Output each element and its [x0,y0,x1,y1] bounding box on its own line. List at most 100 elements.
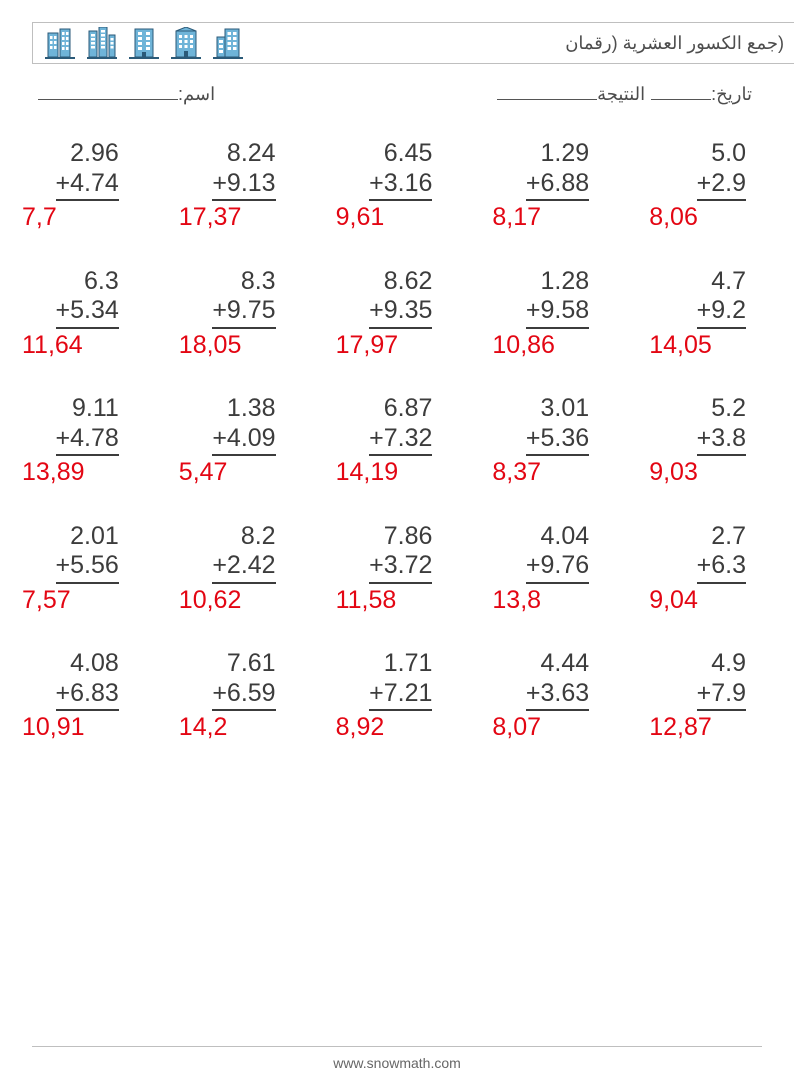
problem: 8.2+2.4210,62 [167,522,324,616]
addend-top: 4.08 [10,649,167,679]
answer: 9,03 [637,456,794,488]
addend-top: 1.28 [480,267,637,297]
footer-url: www.snowmath.com [0,1055,794,1071]
building-icon [213,27,243,59]
problem: 9.11+4.7813,89 [10,394,167,488]
addend-bottom: +9.13 [212,169,275,202]
addend-top: 8.24 [167,139,324,169]
addend-top: 9.11 [10,394,167,424]
addend-top: 7.61 [167,649,324,679]
answer: 13,8 [480,584,637,616]
addend-bottom: +5.56 [56,551,119,584]
problem: 2.01+5.567,57 [10,522,167,616]
addend-bottom: +3.72 [369,551,432,584]
answer: 7,7 [10,201,167,233]
answer: 17,37 [167,201,324,233]
date-field: تاريخ: [651,84,752,105]
icons-row [45,27,243,59]
answer: 14,05 [637,329,794,361]
problem: 4.7+9.214,05 [637,267,794,361]
problem: 8.3+9.7518,05 [167,267,324,361]
answer: 5,47 [167,456,324,488]
addend-bottom: +6.83 [56,679,119,712]
answer: 18,05 [167,329,324,361]
header-bar: (جمع الكسور العشرية (رقمان [32,22,794,64]
problem: 1.28+9.5810,86 [480,267,637,361]
addend-bottom: +3.16 [369,169,432,202]
name-field: اسم: [38,84,215,105]
addend-bottom: +5.36 [526,424,589,457]
addend-bottom: +6.3 [697,551,746,584]
answer: 10,62 [167,584,324,616]
addend-bottom: +2.9 [697,169,746,202]
addend-top: 1.38 [167,394,324,424]
building-icon [45,27,75,59]
fields-row: اسم: النتيجة تاريخ: [32,84,794,105]
problems-row: 6.3+5.3411,648.3+9.7518,058.62+9.3517,97… [10,267,794,361]
problem: 4.04+9.7613,8 [480,522,637,616]
footer: www.snowmath.com [0,1046,794,1071]
footer-rule [32,1046,762,1047]
addend-bottom: +4.78 [56,424,119,457]
problem: 7.86+3.7211,58 [324,522,481,616]
answer: 8,92 [324,711,481,743]
addend-bottom: +6.59 [212,679,275,712]
addend-top: 1.71 [324,649,481,679]
problems-grid: 2.96+4.747,78.24+9.1317,376.45+3.169,611… [10,139,794,743]
building-icon [129,27,159,59]
addend-bottom: +2.42 [212,551,275,584]
addend-bottom: +9.76 [526,551,589,584]
problems-row: 4.08+6.8310,917.61+6.5914,21.71+7.218,92… [10,649,794,743]
problem: 5.0+2.98,06 [637,139,794,233]
name-line [38,85,178,100]
date-line [651,85,711,100]
addend-bottom: +7.9 [697,679,746,712]
problems-row: 9.11+4.7813,891.38+4.095,476.87+7.3214,1… [10,394,794,488]
answer: 9,04 [637,584,794,616]
problem: 4.44+3.638,07 [480,649,637,743]
addend-top: 6.87 [324,394,481,424]
addend-top: 2.01 [10,522,167,552]
addend-bottom: +9.58 [526,296,589,329]
problem: 5.2+3.89,03 [637,394,794,488]
answer: 14,2 [167,711,324,743]
problem: 3.01+5.368,37 [480,394,637,488]
answer: 11,64 [10,329,167,361]
answer: 8,06 [637,201,794,233]
problem: 2.7+6.39,04 [637,522,794,616]
problem: 1.71+7.218,92 [324,649,481,743]
answer: 8,17 [480,201,637,233]
result-field: النتيجة [497,84,645,105]
addend-top: 5.2 [637,394,794,424]
addend-top: 8.2 [167,522,324,552]
answer: 17,97 [324,329,481,361]
problem: 2.96+4.747,7 [10,139,167,233]
answer: 14,19 [324,456,481,488]
addend-top: 4.44 [480,649,637,679]
problem: 6.3+5.3411,64 [10,267,167,361]
problem: 7.61+6.5914,2 [167,649,324,743]
problem: 1.29+6.888,17 [480,139,637,233]
addend-top: 4.04 [480,522,637,552]
addend-top: 4.7 [637,267,794,297]
problems-row: 2.96+4.747,78.24+9.1317,376.45+3.169,611… [10,139,794,233]
answer: 9,61 [324,201,481,233]
addend-bottom: +6.88 [526,169,589,202]
result-label: النتيجة [597,84,645,105]
problems-row: 2.01+5.567,578.2+2.4210,627.86+3.7211,58… [10,522,794,616]
addend-bottom: +7.32 [369,424,432,457]
addend-top: 2.7 [637,522,794,552]
answer: 10,91 [10,711,167,743]
answer: 10,86 [480,329,637,361]
problem: 1.38+4.095,47 [167,394,324,488]
answer: 8,07 [480,711,637,743]
answer: 11,58 [324,584,481,616]
problem: 6.45+3.169,61 [324,139,481,233]
problem: 8.24+9.1317,37 [167,139,324,233]
addend-bottom: +9.75 [212,296,275,329]
building-icon [87,27,117,59]
addend-bottom: +3.8 [697,424,746,457]
addend-top: 8.3 [167,267,324,297]
answer: 13,89 [10,456,167,488]
addend-top: 2.96 [10,139,167,169]
